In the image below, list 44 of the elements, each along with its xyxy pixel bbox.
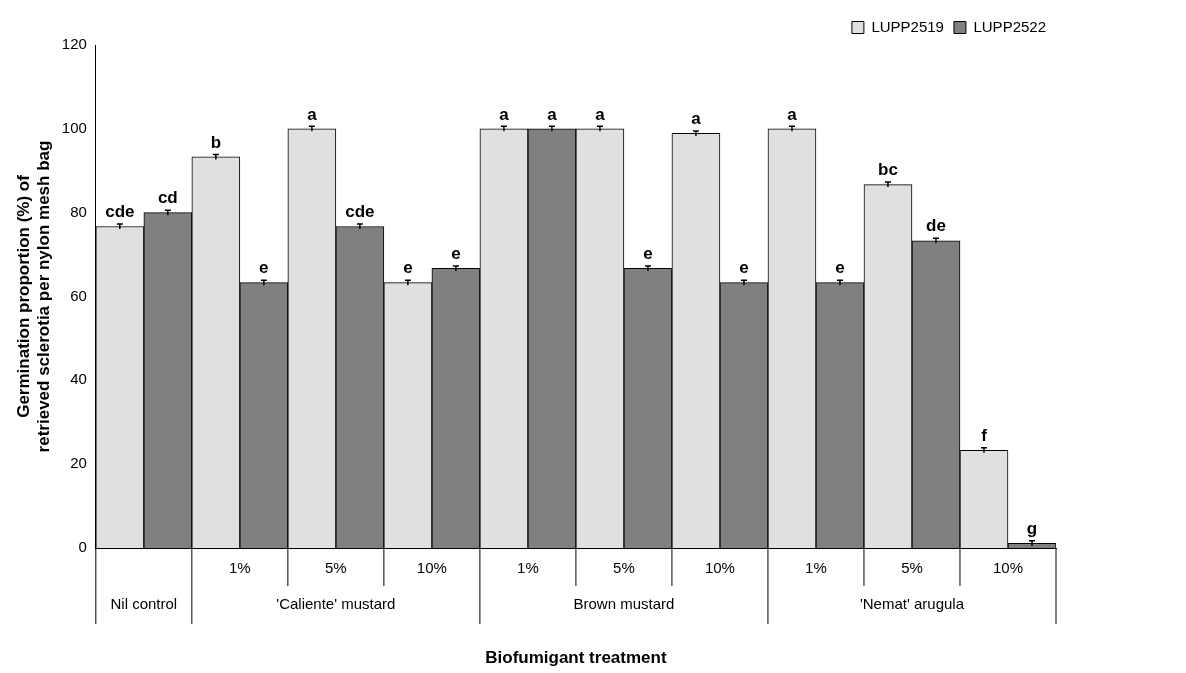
data-label: cd — [157, 188, 178, 208]
data-label: e — [403, 258, 413, 278]
x-tick-label: 5% — [325, 559, 347, 577]
x-axis-title: Biofumigant treatment — [485, 648, 667, 668]
x-tick-label: 10% — [416, 559, 447, 577]
y-tick-label: 0 — [78, 538, 87, 556]
legend-label: LUPP2519 — [871, 17, 944, 35]
legend-label: LUPP2522 — [973, 17, 1047, 35]
x-tick-label: 10% — [992, 559, 1024, 577]
y-tick-label: 80 — [70, 202, 87, 220]
data-label: a — [691, 109, 702, 129]
data-label: e — [739, 258, 749, 278]
data-label: e — [451, 244, 461, 264]
data-label: e — [259, 258, 269, 278]
data-label: e — [835, 258, 845, 278]
data-label: a — [499, 104, 510, 124]
y-tick-label: 40 — [70, 370, 87, 388]
y-tick-label: 20 — [70, 454, 87, 472]
text: 'Nemat' arugula — [859, 595, 965, 613]
y-tick-label: 120 — [61, 35, 87, 53]
data-label: a — [787, 104, 798, 124]
text: 'Caliente' mustard — [276, 595, 396, 613]
x-tick-label: 1% — [517, 559, 539, 577]
data-label: bc — [878, 160, 898, 180]
x-tick-label: 5% — [901, 559, 923, 577]
data-label: de — [926, 216, 946, 236]
x-tick-label: 5% — [613, 559, 635, 577]
data-label: a — [307, 104, 318, 124]
y-tick-label: 100 — [61, 118, 87, 136]
x-tick-label: 1% — [805, 559, 827, 577]
x-tick-label: 10% — [704, 559, 735, 577]
data-label: e — [643, 244, 653, 264]
data-label: a — [547, 104, 558, 124]
data-label: cde — [345, 202, 375, 222]
x-tick-label: 1% — [229, 559, 251, 577]
y-axis-title: Germination proportion (%) of retrieved sclerotia per nylon mesh bag — [13, 140, 54, 453]
data-label: f — [981, 426, 988, 446]
data-label: cde — [105, 202, 135, 222]
text: Brown mustard — [573, 595, 675, 613]
data-label: a — [595, 104, 606, 124]
data-label: b — [210, 132, 222, 152]
y-tick-label: 60 — [70, 286, 87, 304]
data-label: g — [1026, 519, 1038, 539]
text: Nil control — [110, 595, 178, 613]
